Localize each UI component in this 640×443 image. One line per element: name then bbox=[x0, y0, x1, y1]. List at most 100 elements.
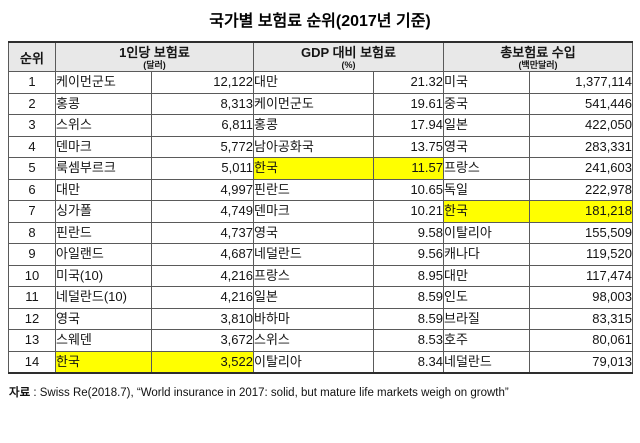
value-cell: 4,749 bbox=[151, 200, 254, 223]
value-cell: 4,737 bbox=[151, 221, 254, 244]
value-cell: 4,216 bbox=[151, 286, 254, 309]
table-row: 11 네덜란드(10) 4,216 일본 8.59 인도 98,003 bbox=[8, 286, 633, 309]
table-row: 6 대만 4,997 핀란드 10.65 독일 222,978 bbox=[8, 178, 633, 201]
country-cell: 홍콩 bbox=[253, 114, 374, 137]
country-cell: 대만 bbox=[253, 71, 374, 94]
country-cell: 스위스 bbox=[253, 329, 374, 352]
rank-cell: 12 bbox=[8, 307, 56, 330]
table-row: 2 홍콩 8,313 케이먼군도 19.61 중국 541,446 bbox=[8, 92, 633, 115]
value-cell: 3,522 bbox=[151, 350, 254, 374]
value-cell: 12,122 bbox=[151, 71, 254, 94]
header-group-total: 총보험료 수입 (백만달러) bbox=[443, 41, 633, 72]
country-cell: 중국 bbox=[443, 92, 530, 115]
value-cell: 21.32 bbox=[373, 71, 444, 94]
header-group-percapita-label: 1인당 보험료 bbox=[119, 45, 190, 60]
rank-cell: 8 bbox=[8, 221, 56, 244]
country-cell: 한국 bbox=[443, 200, 530, 223]
rank-cell: 11 bbox=[8, 286, 56, 309]
value-cell: 1,377,114 bbox=[529, 71, 633, 94]
country-cell: 네덜란드 bbox=[253, 243, 374, 266]
value-cell: 8.34 bbox=[373, 350, 444, 374]
country-cell: 대만 bbox=[443, 264, 530, 287]
value-cell: 4,216 bbox=[151, 264, 254, 287]
country-cell: 스위스 bbox=[55, 114, 152, 137]
value-cell: 5,011 bbox=[151, 157, 254, 180]
value-cell: 19.61 bbox=[373, 92, 444, 115]
value-cell: 83,315 bbox=[529, 307, 633, 330]
header-group-percapita-unit: (달러) bbox=[143, 60, 166, 70]
header-rank: 순위 bbox=[8, 41, 56, 72]
page-title: 국가별 보험료 순위(2017년 기준) bbox=[209, 13, 431, 30]
value-cell: 9.56 bbox=[373, 243, 444, 266]
country-cell: 브라질 bbox=[443, 307, 530, 330]
country-cell: 네덜란드 bbox=[443, 350, 530, 374]
table-row: 9 아일랜드 4,687 네덜란드 9.56 캐나다 119,520 bbox=[8, 243, 633, 266]
country-cell: 홍콩 bbox=[55, 92, 152, 115]
country-cell: 스웨덴 bbox=[55, 329, 152, 352]
country-cell: 싱가폴 bbox=[55, 200, 152, 223]
table-row: 7 싱가폴 4,749 덴마크 10.21 한국 181,218 bbox=[8, 200, 633, 223]
value-cell: 4,997 bbox=[151, 178, 254, 201]
country-cell: 대만 bbox=[55, 178, 152, 201]
value-cell: 222,978 bbox=[529, 178, 633, 201]
table-row: 5 룩셈부르크 5,011 한국 11.57 프랑스 241,603 bbox=[8, 157, 633, 180]
table-row: 12 영국 3,810 바하마 8.59 브라질 83,315 bbox=[8, 307, 633, 330]
country-cell: 이탈리아 bbox=[443, 221, 530, 244]
table-row: 10 미국(10) 4,216 프랑스 8.95 대만 117,474 bbox=[8, 264, 633, 287]
value-cell: 4,687 bbox=[151, 243, 254, 266]
rank-cell: 9 bbox=[8, 243, 56, 266]
header-group-gdp-label: GDP 대비 보험료 bbox=[301, 45, 396, 60]
value-cell: 241,603 bbox=[529, 157, 633, 180]
table-row: 14 한국 3,522 이탈리아 8.34 네덜란드 79,013 bbox=[8, 350, 633, 374]
value-cell: 80,061 bbox=[529, 329, 633, 352]
rank-cell: 1 bbox=[8, 71, 56, 94]
country-cell: 호주 bbox=[443, 329, 530, 352]
rank-cell: 10 bbox=[8, 264, 56, 287]
country-cell: 영국 bbox=[253, 221, 374, 244]
country-cell: 독일 bbox=[443, 178, 530, 201]
header-group-total-unit: (백만달러) bbox=[518, 60, 558, 70]
country-cell: 영국 bbox=[55, 307, 152, 330]
country-cell: 캐나다 bbox=[443, 243, 530, 266]
table-header: 순위 1인당 보험료 (달러) GDP 대비 보험료 (%) 총보험료 수입 (… bbox=[8, 41, 633, 72]
table-row: 8 핀란드 4,737 영국 9.58 이탈리아 155,509 bbox=[8, 221, 633, 244]
value-cell: 8.95 bbox=[373, 264, 444, 287]
rank-cell: 13 bbox=[8, 329, 56, 352]
value-cell: 181,218 bbox=[529, 200, 633, 223]
country-cell: 일본 bbox=[253, 286, 374, 309]
value-cell: 79,013 bbox=[529, 350, 633, 374]
rank-cell: 6 bbox=[8, 178, 56, 201]
value-cell: 10.21 bbox=[373, 200, 444, 223]
value-cell: 541,446 bbox=[529, 92, 633, 115]
country-cell: 프랑스 bbox=[443, 157, 530, 180]
value-cell: 117,474 bbox=[529, 264, 633, 287]
country-cell: 덴마크 bbox=[253, 200, 374, 223]
country-cell: 룩셈부르크 bbox=[55, 157, 152, 180]
value-cell: 10.65 bbox=[373, 178, 444, 201]
value-cell: 3,672 bbox=[151, 329, 254, 352]
header-group-percapita: 1인당 보험료 (달러) bbox=[55, 41, 254, 72]
value-cell: 8,313 bbox=[151, 92, 254, 115]
table-body: 1 케이먼군도 12,122 대만 21.32 미국 1,377,114 2 홍콩 8,313 케이… bbox=[8, 71, 633, 374]
rank-cell: 7 bbox=[8, 200, 56, 223]
value-cell: 119,520 bbox=[529, 243, 633, 266]
header-group-gdp-unit: (%) bbox=[341, 60, 356, 70]
rank-cell: 4 bbox=[8, 135, 56, 158]
country-cell: 인도 bbox=[443, 286, 530, 309]
header-group-gdp: GDP 대비 보험료 (%) bbox=[253, 41, 444, 72]
table-row: 13 스웨덴 3,672 스위스 8.53 호주 80,061 bbox=[8, 329, 633, 352]
value-cell: 8.53 bbox=[373, 329, 444, 352]
header-group-total-label: 총보험료 수입 bbox=[500, 45, 576, 60]
value-cell: 5,772 bbox=[151, 135, 254, 158]
country-cell: 남아공화국 bbox=[253, 135, 374, 158]
source-label: 자료 bbox=[9, 387, 31, 399]
rank-cell: 3 bbox=[8, 114, 56, 137]
header-row: 순위 1인당 보험료 (달러) GDP 대비 보험료 (%) 총보험료 수입 (… bbox=[8, 41, 633, 72]
country-cell: 핀란드 bbox=[253, 178, 374, 201]
value-cell: 422,050 bbox=[529, 114, 633, 137]
source-text: : Swiss Re(2018.7), “World insurance in … bbox=[30, 387, 509, 399]
country-cell: 일본 bbox=[443, 114, 530, 137]
value-cell: 3,810 bbox=[151, 307, 254, 330]
country-cell: 케이먼군도 bbox=[253, 92, 374, 115]
